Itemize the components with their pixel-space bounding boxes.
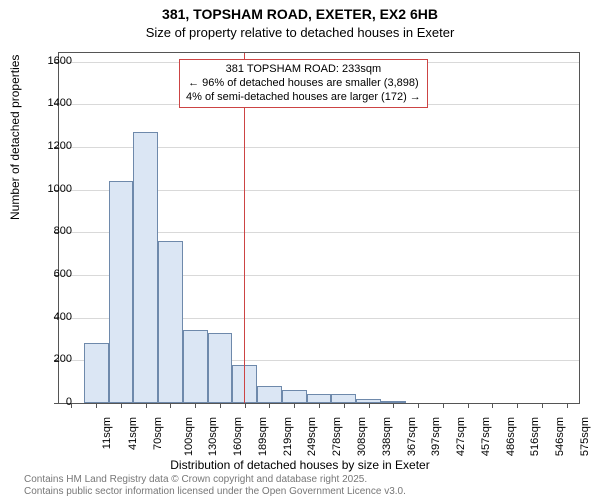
chart-subtitle: Size of property relative to detached ho… [0,24,600,40]
annotation-line-2: ← 96% of detached houses are smaller (3,… [186,77,421,91]
x-tick-mark [443,403,444,408]
y-tick-label: 200 [54,353,72,365]
x-tick-mark [269,403,270,408]
histogram-bar [208,333,233,403]
x-tick-mark [468,403,469,408]
x-tick-mark [344,403,345,408]
y-tick-label: 1600 [48,55,72,67]
x-tick-mark [418,403,419,408]
annotation-box: 381 TOPSHAM ROAD: 233sqm← 96% of detache… [179,59,428,108]
x-tick-label: 486sqm [505,417,517,456]
x-tick-label: 427sqm [455,417,467,456]
histogram-bar [109,181,134,403]
x-tick-mark [220,403,221,408]
x-tick-label: 130sqm [208,417,220,456]
x-tick-mark [121,403,122,408]
footer-line-1: Contains HM Land Registry data © Crown c… [24,474,406,486]
x-tick-mark [294,403,295,408]
plot-area: 11sqm41sqm70sqm100sqm130sqm160sqm189sqm2… [58,52,580,404]
y-tick-label: 800 [54,225,72,237]
annotation-line-3: 4% of semi-detached houses are larger (1… [186,91,421,105]
histogram-bar [183,330,208,403]
y-tick-label: 1000 [48,183,72,195]
x-tick-label: 189sqm [257,417,269,456]
x-tick-mark [517,403,518,408]
x-tick-mark [170,403,171,408]
histogram-bar [282,390,307,403]
histogram-bar [84,343,109,403]
x-tick-label: 249sqm [307,417,319,456]
histogram-bar [133,132,158,403]
histogram-bar [331,394,356,403]
x-tick-label: 100sqm [183,417,195,456]
x-tick-mark [567,403,568,408]
x-tick-label: 397sqm [430,417,442,456]
x-tick-mark [146,403,147,408]
y-tick-label: 0 [66,396,72,408]
y-tick-mark [54,403,59,404]
x-tick-label: 41sqm [127,417,139,450]
x-tick-label: 367sqm [406,417,418,456]
footer-line-2: Contains public sector information licen… [24,486,406,498]
annotation-line-1: 381 TOPSHAM ROAD: 233sqm [186,63,421,77]
chart-container: 381, TOPSHAM ROAD, EXETER, EX2 6HB Size … [0,0,600,500]
x-tick-mark [245,403,246,408]
x-tick-mark [393,403,394,408]
x-tick-mark [369,403,370,408]
histogram-bar [158,241,183,403]
x-tick-label: 457sqm [480,417,492,456]
x-tick-label: 575sqm [579,417,591,456]
chart-area: 11sqm41sqm70sqm100sqm130sqm160sqm189sqm2… [58,52,580,404]
footer-text: Contains HM Land Registry data © Crown c… [24,474,406,498]
x-axis-label: Distribution of detached houses by size … [0,458,600,472]
x-tick-mark [492,403,493,408]
x-tick-label: 516sqm [529,417,541,456]
x-tick-label: 11sqm [102,417,114,449]
y-tick-label: 400 [54,311,72,323]
x-tick-label: 278sqm [331,417,343,456]
x-tick-label: 308sqm [356,417,368,456]
x-tick-mark [319,403,320,408]
x-tick-label: 546sqm [554,417,566,456]
histogram-bar [307,394,332,403]
y-tick-label: 1200 [48,140,72,152]
x-tick-label: 70sqm [152,417,164,450]
y-tick-label: 600 [54,268,72,280]
x-tick-label: 160sqm [232,417,244,456]
x-tick-mark [542,403,543,408]
chart-title: 381, TOPSHAM ROAD, EXETER, EX2 6HB [0,0,600,24]
histogram-bar [257,386,282,403]
y-axis-label: Number of detached properties [8,55,22,220]
y-tick-label: 1400 [48,97,72,109]
x-tick-label: 219sqm [282,417,294,456]
x-tick-label: 338sqm [381,417,393,456]
x-tick-mark [195,403,196,408]
x-tick-mark [96,403,97,408]
